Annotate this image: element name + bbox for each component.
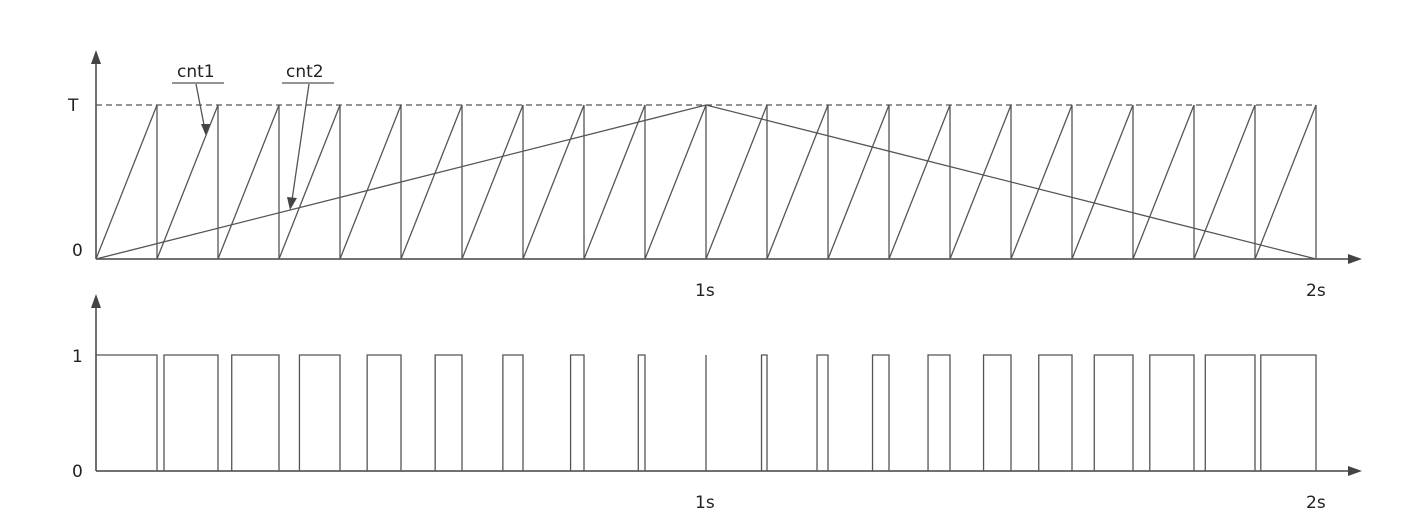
cnt1-ramp — [766, 104, 829, 260]
cnt1-ramp — [400, 104, 463, 260]
top-x-label-2s: 2s — [1306, 281, 1326, 301]
cnt1-leader — [195, 83, 206, 131]
top-x-label-1s: 1s — [695, 281, 715, 301]
cnt1-ramp — [949, 104, 1012, 260]
cnt1-ramp — [1071, 104, 1134, 260]
cnt1-ramp — [888, 104, 951, 260]
cnt1-ramp — [339, 104, 402, 260]
bottom-x-label-2s: 2s — [1306, 493, 1326, 513]
cnt1-leader-arrow — [201, 124, 210, 136]
bottom-x-axis-arrow — [1348, 466, 1362, 476]
bottom-y-label-zero: 0 — [72, 462, 83, 482]
cnt1-ramp — [156, 104, 219, 260]
cnt1-label: cnt1 — [177, 62, 215, 82]
top-y-label-t: T — [67, 96, 79, 116]
cnt1-ramp — [461, 104, 524, 260]
cnt1-ramp — [1132, 104, 1195, 260]
cnt1-ramp — [705, 104, 768, 260]
cnt1-ramp — [1010, 104, 1073, 260]
bottom-plot: 1 0 1s 2s — [72, 294, 1362, 513]
top-y-axis-arrow — [91, 50, 101, 64]
bottom-x-label-1s: 1s — [695, 493, 715, 513]
cnt1-ramp — [644, 104, 707, 260]
cnt1-ramp — [1254, 104, 1317, 260]
cnt2-leader — [291, 83, 310, 201]
cnt1-ramp — [95, 104, 158, 260]
cnt1-ramp — [522, 104, 585, 260]
cnt2-label: cnt2 — [286, 62, 324, 82]
cnt1-ramp — [583, 104, 646, 260]
top-y-label-zero: 0 — [72, 241, 83, 261]
cnt2-leader-arrow — [287, 197, 297, 210]
cnt1-ramp — [827, 104, 890, 260]
cnt1-ramp — [1193, 104, 1256, 260]
cnt1-ramp — [278, 104, 341, 260]
bottom-y-axis-arrow — [91, 294, 101, 308]
cnt2-triangle — [95, 104, 1317, 260]
top-plot: T 0 1s 2s cnt1 cnt2 — [67, 50, 1362, 301]
top-x-axis-arrow — [1348, 254, 1362, 264]
cnt1-ramp — [217, 104, 280, 260]
pwm-output-waveform — [95, 354, 1317, 472]
bottom-y-label-one: 1 — [72, 347, 83, 367]
cnt1-sawtooth — [95, 104, 1317, 260]
